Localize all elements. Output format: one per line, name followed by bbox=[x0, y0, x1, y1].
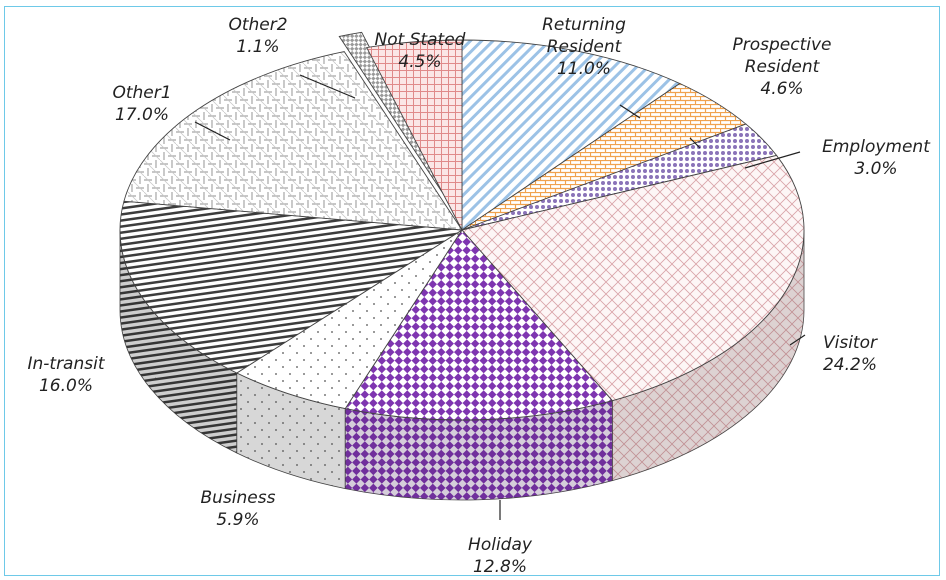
label-value-prospective-resident: 4.6% bbox=[760, 79, 803, 99]
label-text-visitor: Visitor bbox=[823, 333, 878, 353]
label-value-employment: 3.0% bbox=[854, 159, 897, 179]
pie-slice-business bbox=[235, 229, 463, 410]
label-text-prospective-resident: Prospective bbox=[732, 35, 831, 55]
leader-line-other2 bbox=[299, 74, 356, 99]
pie-slice-other1 bbox=[123, 51, 463, 231]
label-text-employment: Employment bbox=[822, 137, 931, 157]
leader-line-returning-resident bbox=[619, 104, 641, 119]
label-text-other2: Other2 bbox=[228, 15, 287, 35]
pie-slice-other2 bbox=[338, 31, 458, 216]
label-text-other1: Other1 bbox=[112, 83, 171, 103]
leader-line-visitor bbox=[789, 334, 806, 346]
label-text-returning-resident-2: Resident bbox=[547, 37, 623, 57]
pie-slice-visitor bbox=[461, 154, 805, 402]
label-text-not-stated: Not Stated bbox=[375, 30, 466, 50]
label-text-holiday: Holiday bbox=[468, 535, 533, 555]
label-value-visitor: 24.2% bbox=[823, 355, 877, 375]
label-text-returning-resident: Returning bbox=[542, 15, 626, 35]
label-text-business: Business bbox=[201, 488, 276, 508]
pie-side-shade-business bbox=[236, 373, 346, 489]
label-value-holiday: 12.8% bbox=[473, 557, 527, 577]
label-value-other2: 1.1% bbox=[236, 37, 279, 57]
pie-slice-in-transit bbox=[119, 200, 464, 374]
label-value-business: 5.9% bbox=[216, 510, 259, 530]
pie-side-shade-visitor bbox=[612, 230, 805, 481]
label-text-prospective-resident-2: Resident bbox=[745, 57, 821, 77]
pie-side-shade-in-transit bbox=[119, 230, 237, 454]
pie-slice-holiday bbox=[344, 229, 614, 421]
label-value-in-transit: 16.0% bbox=[39, 376, 93, 396]
label-value-other1: 17.0% bbox=[115, 105, 169, 125]
leader-line-other1 bbox=[194, 121, 231, 141]
pie-slice-returning-resident bbox=[461, 39, 681, 231]
pie-slice-not-stated bbox=[365, 39, 463, 231]
label-value-not-stated: 4.5% bbox=[398, 52, 441, 72]
label-value-returning-resident: 11.0% bbox=[557, 59, 611, 79]
label-text-in-transit: In-transit bbox=[27, 354, 105, 374]
pie-side-shade-holiday bbox=[345, 400, 613, 501]
leader-line-prospective-resident bbox=[689, 137, 701, 149]
leader-line-employment bbox=[744, 151, 801, 169]
